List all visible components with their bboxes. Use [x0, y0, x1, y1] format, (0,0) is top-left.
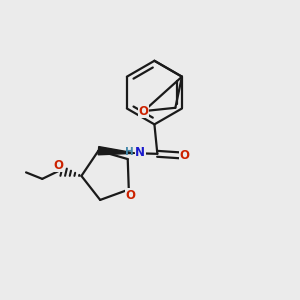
Text: O: O [179, 149, 190, 162]
Text: O: O [139, 105, 149, 118]
Polygon shape [98, 147, 136, 155]
Text: O: O [53, 158, 63, 172]
Text: O: O [125, 189, 135, 202]
Text: N: N [135, 146, 145, 159]
Text: H: H [125, 147, 134, 158]
